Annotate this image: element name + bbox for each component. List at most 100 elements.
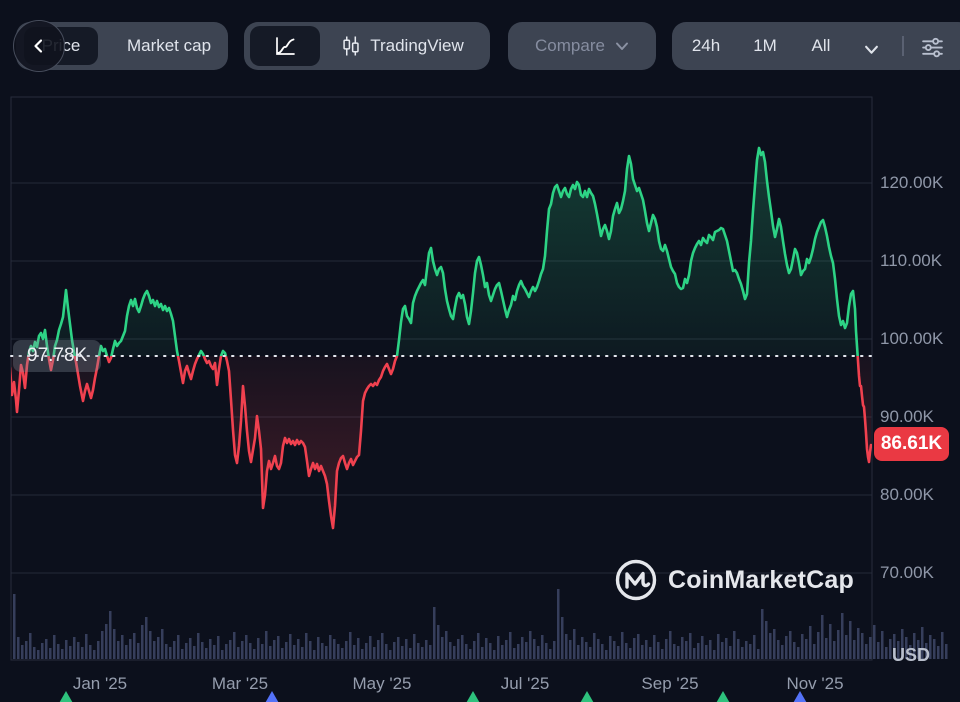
volume-bar: [65, 640, 68, 659]
back-button[interactable]: [13, 20, 65, 72]
volume-bar: [417, 643, 420, 659]
sliders-icon: [922, 37, 943, 58]
volume-bar: [925, 643, 928, 659]
volume-bar: [853, 640, 856, 659]
volume-bar: [105, 624, 108, 659]
volume-bar: [269, 646, 272, 659]
volume-bar: [17, 637, 20, 659]
volume-bar: [177, 635, 180, 659]
event-marker[interactable]: [465, 691, 481, 702]
volume-bar: [257, 638, 260, 659]
volume-bar: [805, 639, 808, 659]
volume-bar: [221, 650, 224, 659]
chart-type-switch: TradingView: [244, 22, 490, 70]
volume-bar: [485, 638, 488, 659]
event-marker[interactable]: [792, 691, 808, 702]
volume-bar: [493, 650, 496, 659]
volume-bar: [193, 646, 196, 659]
event-marker[interactable]: [264, 691, 280, 702]
volume-bar: [25, 641, 28, 659]
volume-bar: [921, 627, 924, 659]
volume-bar: [49, 648, 52, 659]
volume-bar: [817, 632, 820, 659]
volume-bar: [601, 644, 604, 659]
volume-bar: [597, 639, 600, 659]
volume-bar: [53, 635, 56, 659]
event-marker[interactable]: [58, 691, 74, 702]
chart-settings-button[interactable]: [920, 34, 945, 64]
event-marker[interactable]: [579, 691, 595, 702]
volume-bar: [781, 645, 784, 659]
volume-bar: [509, 632, 512, 659]
volume-bar: [149, 631, 152, 659]
volume-bar: [825, 638, 828, 659]
coinmarketcap-watermark-text: CoinMarketCap: [668, 565, 854, 594]
volume-bar: [721, 642, 724, 659]
line-chart-mode-button[interactable]: [250, 26, 320, 66]
coinmarketcap-logo-icon: [615, 559, 657, 601]
volume-bar: [613, 641, 616, 659]
volume-bar: [189, 638, 192, 659]
range-1m-button[interactable]: 1M: [750, 36, 780, 56]
volume-bar: [673, 644, 676, 659]
volume-bar: [401, 646, 404, 659]
volume-bar: [633, 638, 636, 659]
volume-bar: [453, 646, 456, 659]
volume-bar: [337, 644, 340, 659]
volume-bar: [645, 640, 648, 659]
volume-bar: [917, 640, 920, 659]
volume-bar: [437, 625, 440, 659]
volume-bar: [837, 630, 840, 659]
volume-bar: [725, 638, 728, 659]
range-24h-button[interactable]: 24h: [687, 36, 725, 56]
volume-bar: [133, 633, 136, 659]
volume-bar: [273, 640, 276, 659]
volume-bars: [13, 589, 948, 659]
toolbar-divider: [902, 36, 904, 56]
baseline-price-label: 97.78K: [27, 345, 88, 366]
volume-bar: [377, 640, 380, 659]
event-marker[interactable]: [715, 691, 731, 702]
volume-bar: [405, 639, 408, 659]
volume-bar: [941, 632, 944, 659]
tradingview-mode-button[interactable]: TradingView: [324, 22, 482, 70]
volume-bar: [549, 649, 552, 659]
volume-bar: [357, 638, 360, 659]
compare-button[interactable]: Compare: [508, 22, 656, 70]
volume-bar: [785, 636, 788, 659]
volume-bar: [137, 643, 140, 659]
volume-bar: [237, 647, 240, 659]
volume-bar: [629, 648, 632, 659]
volume-bar: [797, 647, 800, 659]
volume-bar: [789, 631, 792, 659]
tab-market-cap-label: Market cap: [126, 36, 212, 55]
range-dropdown-button[interactable]: [864, 42, 879, 60]
volume-bar: [225, 644, 228, 659]
volume-bar: [893, 634, 896, 659]
volume-bar: [489, 643, 492, 659]
volume-bar: [761, 609, 764, 659]
volume-bar: [793, 642, 796, 659]
volume-bar: [649, 647, 652, 659]
volume-bar: [313, 650, 316, 659]
volume-bar: [45, 639, 48, 659]
x-axis-label: Jan '25: [72, 674, 128, 693]
volume-bar: [661, 649, 664, 659]
volume-bar: [325, 646, 328, 659]
tab-market-cap[interactable]: Market cap: [110, 36, 228, 56]
volume-bar: [109, 611, 112, 659]
range-all-label: All: [811, 36, 831, 55]
volume-bar: [361, 649, 364, 659]
volume-bar: [681, 637, 684, 659]
volume-bar: [369, 636, 372, 659]
range-all-button[interactable]: All: [806, 36, 836, 56]
volume-bar: [21, 645, 24, 659]
volume-bar: [845, 635, 848, 659]
volume-bar: [521, 637, 524, 659]
volume-bar: [293, 645, 296, 659]
volume-bar: [669, 631, 672, 659]
volume-bar: [241, 641, 244, 659]
volume-bar: [381, 633, 384, 659]
volume-bar: [125, 645, 128, 659]
